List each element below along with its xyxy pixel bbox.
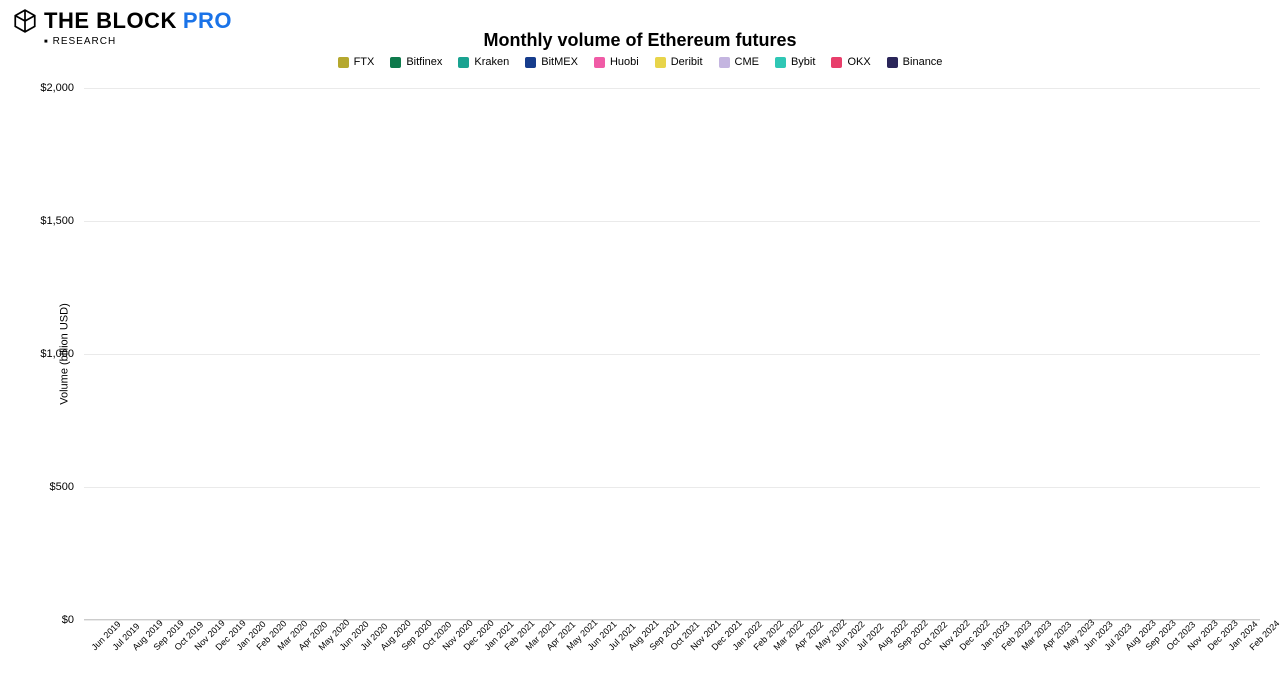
legend-item[interactable]: CME: [719, 56, 759, 68]
legend-label: Deribit: [671, 56, 703, 68]
y-tick-label: $1,500: [40, 215, 74, 227]
y-tick-label: $1,000: [40, 348, 74, 360]
legend-swatch: [831, 57, 842, 68]
y-tick-label: $500: [50, 481, 74, 493]
plot-area: [84, 88, 1260, 620]
legend-label: Bitfinex: [406, 56, 442, 68]
chart-container: THE BLOCK PRO RESEARCH Monthly volume of…: [0, 0, 1280, 692]
y-axis: Volume (billion USD) $0$500$1,000$1,500$…: [0, 88, 80, 620]
legend-swatch: [887, 57, 898, 68]
legend-item[interactable]: BitMEX: [525, 56, 578, 68]
x-axis: Jun 2019Jul 2019Aug 2019Sep 2019Oct 2019…: [84, 622, 1260, 692]
legend-item[interactable]: FTX: [338, 56, 375, 68]
legend-label: Kraken: [474, 56, 509, 68]
legend-label: FTX: [354, 56, 375, 68]
legend-item[interactable]: Bybit: [775, 56, 815, 68]
legend-label: BitMEX: [541, 56, 578, 68]
legend: FTX Bitfinex Kraken BitMEX Huobi Deribit CME By…: [0, 56, 1280, 68]
chart-title: Monthly volume of Ethereum futures: [0, 30, 1280, 51]
legend-label: Huobi: [610, 56, 639, 68]
legend-swatch: [775, 57, 786, 68]
legend-swatch: [390, 57, 401, 68]
y-tick-label: $2,000: [40, 82, 74, 94]
bars: [84, 88, 1260, 620]
legend-item[interactable]: Huobi: [594, 56, 639, 68]
legend-swatch: [719, 57, 730, 68]
x-tick-label: Jun 2019: [89, 632, 109, 652]
legend-item[interactable]: Kraken: [458, 56, 509, 68]
legend-item[interactable]: Deribit: [655, 56, 703, 68]
legend-label: CME: [735, 56, 759, 68]
legend-label: OKX: [847, 56, 870, 68]
legend-swatch: [594, 57, 605, 68]
legend-item[interactable]: OKX: [831, 56, 870, 68]
legend-swatch: [655, 57, 666, 68]
legend-item[interactable]: Binance: [887, 56, 943, 68]
legend-swatch: [338, 57, 349, 68]
legend-item[interactable]: Bitfinex: [390, 56, 442, 68]
y-tick-label: $0: [62, 614, 74, 626]
legend-swatch: [525, 57, 536, 68]
legend-label: Bybit: [791, 56, 815, 68]
legend-swatch: [458, 57, 469, 68]
legend-label: Binance: [903, 56, 943, 68]
